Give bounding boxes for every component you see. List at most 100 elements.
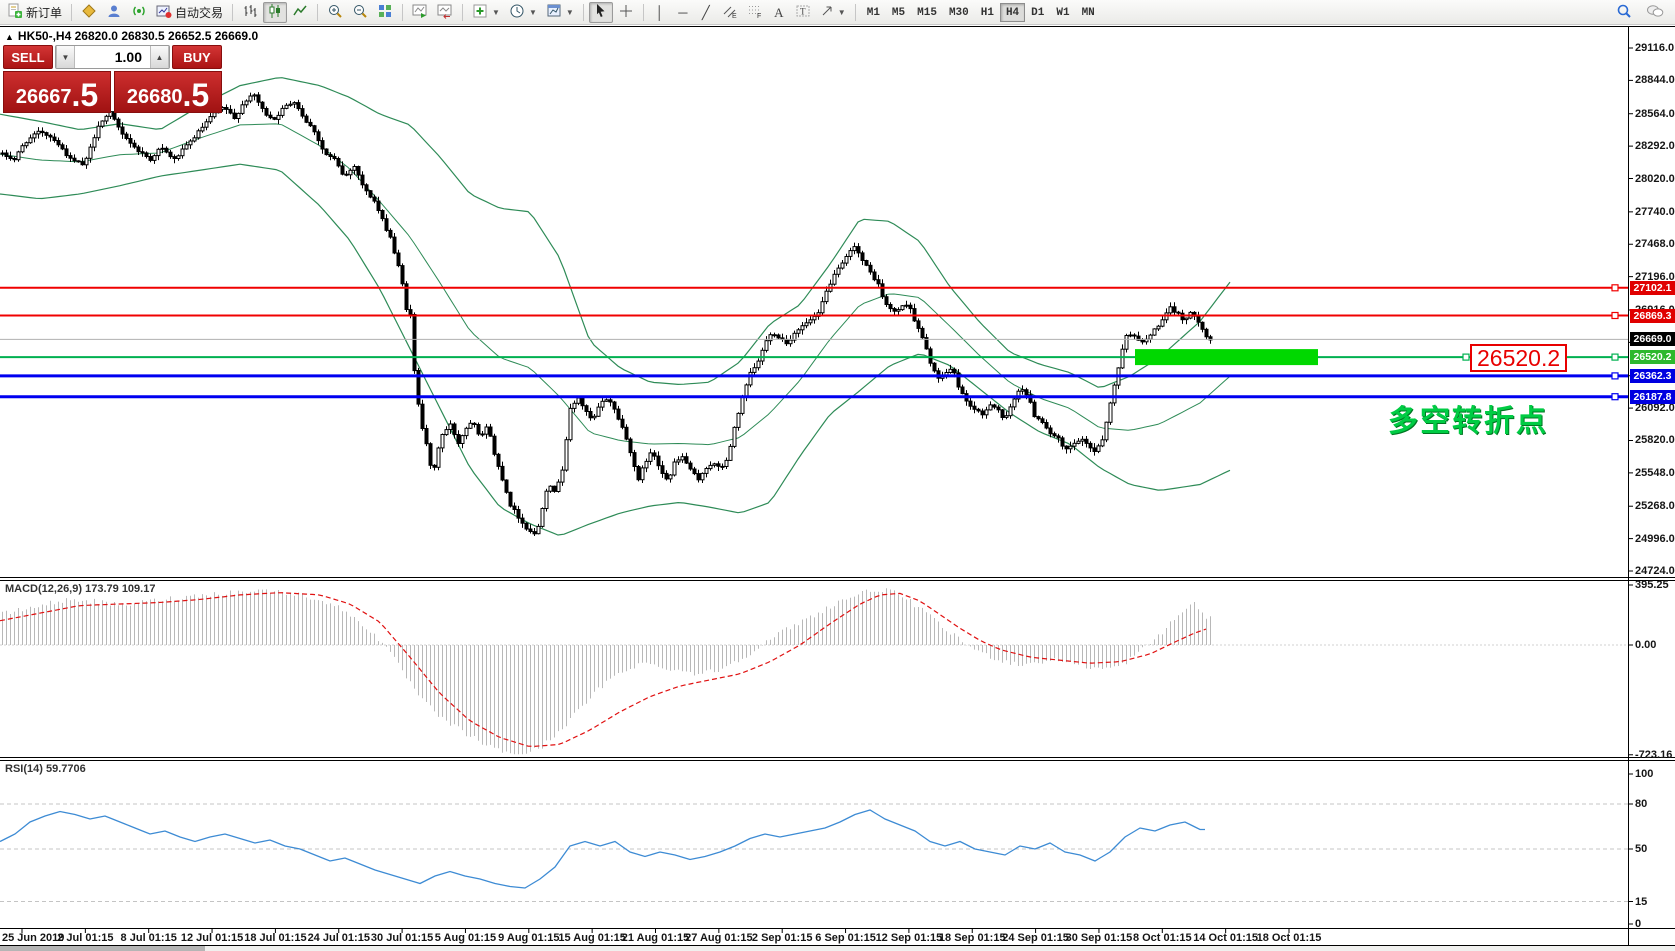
profile-button[interactable] bbox=[102, 2, 126, 23]
cursor-button[interactable] bbox=[588, 1, 613, 23]
label-icon: T bbox=[795, 3, 811, 22]
templates-icon bbox=[546, 3, 562, 22]
market-watch-button[interactable] bbox=[77, 2, 101, 23]
timeframe-W1[interactable]: W1 bbox=[1050, 3, 1075, 22]
toolbar-separator bbox=[71, 3, 73, 21]
signals-icon bbox=[131, 3, 147, 22]
tile-windows-icon bbox=[377, 3, 393, 22]
h-scrollbar-track[interactable] bbox=[0, 946, 1675, 951]
toolbar-right-group bbox=[1612, 2, 1672, 23]
collapse-panel-icon[interactable]: ▲ bbox=[5, 32, 14, 42]
equidistant-channel-button[interactable]: E bbox=[718, 2, 742, 23]
rsi-pane-divider[interactable] bbox=[0, 760, 1675, 761]
sell-button[interactable]: SELL bbox=[3, 45, 53, 69]
zoom-in-button[interactable] bbox=[323, 2, 347, 23]
macd-value-main: 173.79 bbox=[85, 583, 119, 595]
periods-button[interactable]: ▼ bbox=[505, 2, 541, 23]
crosshair-button[interactable] bbox=[614, 2, 638, 23]
tile-windows-button[interactable] bbox=[373, 2, 397, 23]
search-icon bbox=[1616, 3, 1632, 22]
vertical-line-button[interactable]: │ bbox=[649, 2, 671, 23]
chat-button[interactable] bbox=[1642, 2, 1668, 23]
timeframe-H4[interactable]: H4 bbox=[999, 3, 1026, 23]
macd-value-signal: 109.17 bbox=[121, 583, 156, 595]
autotrading-button[interactable]: 自动交易 bbox=[152, 2, 227, 23]
timeframe-M5[interactable]: M5 bbox=[886, 3, 911, 22]
autotrading-label: 自动交易 bbox=[175, 5, 224, 20]
chat-icon bbox=[1646, 3, 1664, 22]
volume-decrease-button[interactable]: ▼ bbox=[56, 46, 75, 68]
new-order-button[interactable]: 新订单 bbox=[3, 2, 66, 23]
shapes-button[interactable]: ▼ bbox=[816, 2, 850, 23]
line-chart-button[interactable] bbox=[288, 2, 312, 23]
search-button[interactable] bbox=[1612, 2, 1636, 23]
macd-pane-divider[interactable] bbox=[0, 580, 1675, 581]
text-icon: A bbox=[774, 4, 784, 20]
indicators-icon bbox=[472, 3, 488, 22]
volume-stepper: ▼ ▲ bbox=[55, 45, 170, 69]
bar-chart-icon bbox=[242, 3, 258, 22]
fibonacci-button[interactable]: F bbox=[743, 2, 767, 23]
candlestick-icon bbox=[267, 3, 283, 22]
toolbar-separator bbox=[582, 3, 584, 21]
auto-scroll-button[interactable] bbox=[408, 2, 432, 23]
toolbar-separator bbox=[232, 3, 234, 21]
rsi-value: 59.7706 bbox=[45, 763, 86, 775]
timeframe-M30[interactable]: M30 bbox=[943, 3, 975, 22]
hline-icon: ─ bbox=[678, 4, 688, 20]
toolbar: 新订单 自动交易 bbox=[0, 0, 1675, 25]
svg-text:E: E bbox=[732, 13, 737, 19]
toolbar-separator bbox=[462, 3, 464, 21]
price-level-callout[interactable]: 26520.2 bbox=[1470, 344, 1568, 372]
volume-input[interactable] bbox=[75, 46, 150, 68]
signals-button[interactable] bbox=[127, 2, 151, 23]
candlestick-chart-button[interactable] bbox=[263, 1, 288, 23]
profile-icon bbox=[106, 3, 122, 22]
indicators-button[interactable]: ▼ bbox=[468, 2, 504, 23]
vline-icon: │ bbox=[655, 4, 664, 20]
scrollbar-border bbox=[0, 945, 1675, 946]
zoom-out-button[interactable] bbox=[348, 2, 372, 23]
macd-name: MACD(12,26,9) bbox=[5, 583, 83, 595]
timeframe-M15[interactable]: M15 bbox=[911, 3, 943, 22]
chevron-down-icon: ▼ bbox=[837, 7, 846, 17]
timeframe-D1[interactable]: D1 bbox=[1025, 3, 1050, 22]
bar-chart-button[interactable] bbox=[238, 2, 262, 23]
chart-shift-icon bbox=[437, 3, 453, 22]
toolbar-separator bbox=[854, 3, 856, 21]
rsi-pane-divider[interactable] bbox=[0, 757, 1675, 758]
volume-increase-button[interactable]: ▲ bbox=[150, 46, 169, 68]
zoom-in-icon bbox=[327, 3, 343, 22]
channel-icon: E bbox=[722, 3, 738, 22]
fibonacci-icon: F bbox=[747, 3, 763, 22]
shapes-icon bbox=[820, 4, 834, 21]
rsi-name: RSI(14) bbox=[5, 763, 43, 775]
buy-price-int: 26680 bbox=[126, 86, 183, 108]
timeframe-H1[interactable]: H1 bbox=[975, 3, 1000, 22]
text-button[interactable]: A bbox=[768, 2, 790, 23]
timeframe-MN[interactable]: MN bbox=[1076, 3, 1101, 22]
templates-button[interactable]: ▼ bbox=[542, 2, 578, 23]
chart-top-border bbox=[0, 26, 1675, 27]
svg-text:T: T bbox=[800, 6, 806, 16]
time-axis-border bbox=[0, 928, 1675, 929]
svg-text:F: F bbox=[757, 13, 761, 19]
horizontal-line-button[interactable]: ─ bbox=[672, 2, 694, 23]
trendline-button[interactable]: ╱ bbox=[695, 2, 717, 23]
chart-title-text: HK50-,H4 26820.0 26830.5 26652.5 26669.0 bbox=[17, 29, 259, 43]
buy-price[interactable]: 26680.5 bbox=[114, 71, 222, 113]
macd-pane-divider[interactable] bbox=[0, 577, 1675, 578]
sell-price[interactable]: 26667.5 bbox=[3, 71, 111, 113]
sell-price-frac: .5 bbox=[71, 77, 99, 113]
timeframe-M1[interactable]: M1 bbox=[861, 3, 886, 22]
buy-button[interactable]: BUY bbox=[172, 45, 222, 69]
periods-icon bbox=[509, 3, 525, 22]
chart-shift-button[interactable] bbox=[433, 2, 457, 23]
h-scrollbar-thumb[interactable] bbox=[0, 946, 205, 951]
macd-label: MACD(12,26,9) 173.79 109.17 bbox=[5, 583, 155, 595]
text-label-button[interactable]: T bbox=[791, 2, 815, 23]
zoom-out-icon bbox=[352, 3, 368, 22]
price-axis-separator bbox=[1628, 26, 1629, 945]
